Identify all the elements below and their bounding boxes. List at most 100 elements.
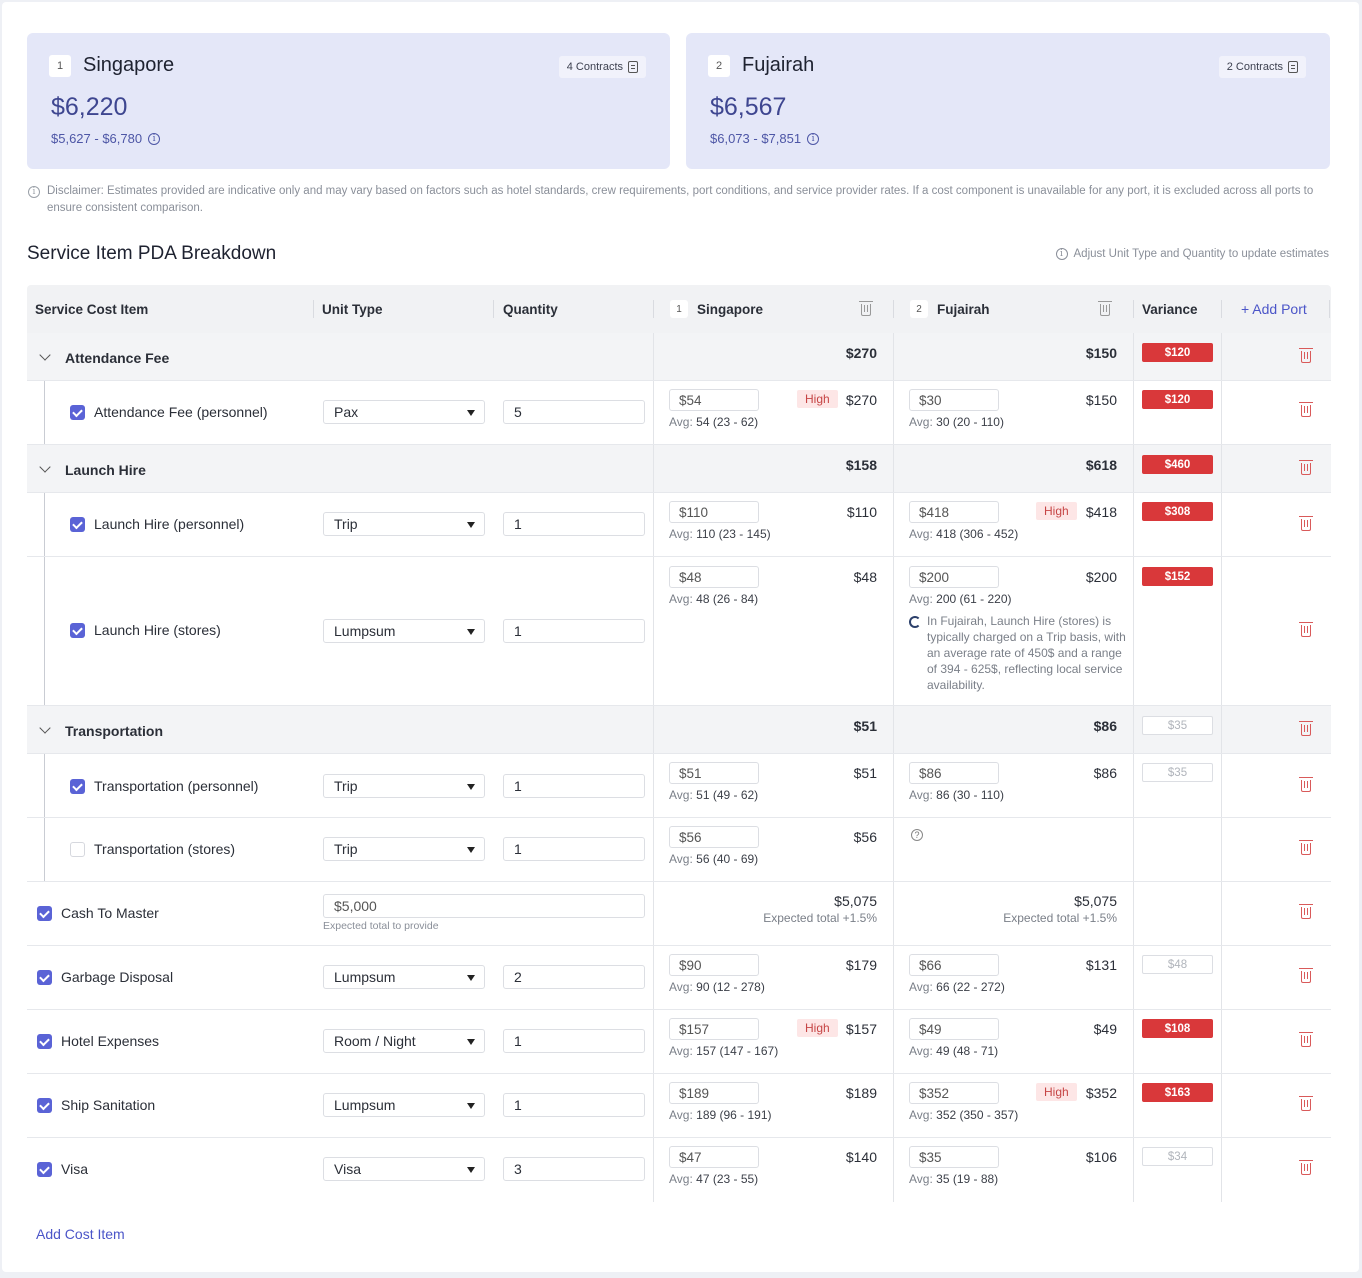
quantity-input[interactable]: 1 [503,619,645,643]
chevron-down-icon[interactable] [39,461,51,473]
trash-icon[interactable] [1299,348,1313,363]
trash-icon[interactable] [1299,460,1313,475]
group-row-launch-hire[interactable]: Launch Hire $158 $618 $460 [27,445,1331,493]
trash-icon[interactable] [1299,968,1313,983]
rate-input[interactable]: $352 [909,1082,999,1104]
chevron-down-icon[interactable] [39,349,51,361]
quantity-input[interactable]: 1 [503,1029,645,1053]
port-index: 2 [910,300,928,318]
table-row: Ship Sanitation Lumpsum 1 $189 Avg: 189 … [27,1074,1331,1138]
item-checkbox[interactable] [37,1098,52,1113]
info-icon[interactable]: i [807,132,820,145]
avg-prefix: Avg: [909,592,933,606]
remove-port-trash-icon[interactable] [859,301,873,316]
port-card-singapore[interactable]: 1 Singapore 4 Contracts $6,220 $5,627 - … [27,33,670,169]
amount: $110 [846,504,877,520]
rate-input[interactable]: $49 [909,1018,999,1040]
rate-input[interactable]: $51 [669,762,759,784]
rate-input[interactable]: $200 [909,566,999,588]
quantity-input[interactable]: 1 [503,1093,645,1117]
group-row-attendance-fee[interactable]: Attendance Fee $270 $150 $120 [27,333,1331,381]
question-icon[interactable]: ? [911,829,923,841]
unit-type-select[interactable]: Trip [323,512,485,536]
trash-icon[interactable] [1299,1096,1313,1111]
contracts-badge[interactable]: 2 Contracts [1218,56,1306,78]
quantity-input[interactable]: 2 [503,965,645,989]
trash-icon[interactable] [1299,622,1313,637]
rate-input[interactable]: $66 [909,954,999,976]
trash-icon[interactable] [1299,904,1313,919]
item-checkbox[interactable] [37,906,52,921]
quantity-input[interactable]: 3 [503,1157,645,1181]
trash-icon[interactable] [1299,516,1313,531]
item-checkbox[interactable] [70,623,85,638]
avg-label: Avg: 189 (96 - 191) [669,1108,772,1122]
item-checkbox[interactable] [37,1162,52,1177]
trash-icon[interactable] [1299,777,1313,792]
rate-input[interactable]: $47 [669,1146,759,1168]
rate-input[interactable]: $35 [909,1146,999,1168]
avg-prefix: Avg: [909,415,933,429]
trash-icon[interactable] [1299,721,1313,736]
rate-input[interactable]: $56 [669,826,759,848]
item-checkbox[interactable] [70,517,85,532]
port-price-range: $5,627 - $6,780 i [51,131,161,146]
item-checkbox[interactable] [70,405,85,420]
unit-type-select[interactable]: Trip [323,837,485,861]
unit-type-select[interactable]: Room / Night [323,1029,485,1053]
quantity-input[interactable]: 5 [503,400,645,424]
table-row: Launch Hire (personnel) Trip 1 $110 Avg:… [27,493,1331,557]
contracts-badge[interactable]: 4 Contracts [558,56,646,78]
unit-type-select[interactable]: Pax [323,400,485,424]
col-quantity: Quantity [503,301,558,317]
group-row-transportation[interactable]: Transportation $51 $86 $35 [27,706,1331,754]
trash-icon[interactable] [1299,1160,1313,1175]
rate-input[interactable]: $86 [909,762,999,784]
rate-input[interactable]: $90 [669,954,759,976]
remove-port-trash-icon[interactable] [1098,301,1112,316]
quantity-input[interactable]: 1 [503,774,645,798]
trash-icon[interactable] [1299,840,1313,855]
rate-input[interactable]: $189 [669,1082,759,1104]
rate-input[interactable]: $48 [669,566,759,588]
rate-input[interactable]: $30 [909,389,999,411]
trash-icon[interactable] [1299,402,1313,417]
amount: $51 [853,765,877,781]
table-row: Garbage Disposal Lumpsum 2 $90 Avg: 90 (… [27,946,1331,1010]
port-card-fujairah[interactable]: 2 Fujairah 2 Contracts $6,567 $6,073 - $… [686,33,1330,169]
unit-type-select[interactable]: Lumpsum [323,1093,485,1117]
amount: $418 [1085,504,1117,520]
avg-value: 90 (12 - 278) [696,980,765,994]
quantity-input[interactable]: 1 [503,512,645,536]
group-title: Launch Hire [65,462,146,478]
chevron-down-icon[interactable] [39,722,51,734]
price-range-text: $6,073 - $7,851 [710,131,802,146]
trash-icon[interactable] [1299,1032,1313,1047]
item-checkbox[interactable] [70,842,85,857]
avg-prefix: Avg: [669,788,693,802]
add-cost-item-link[interactable]: Add Cost Item [36,1226,125,1242]
item-checkbox[interactable] [70,779,85,794]
avg-label: Avg: 66 (22 - 272) [909,980,1005,994]
variance-badge: $120 [1142,390,1213,409]
rate-input[interactable]: $418 [909,501,999,523]
expected-note: Expected total +1.5% [763,911,877,925]
quantity-input[interactable]: 1 [503,837,645,861]
avg-prefix: Avg: [669,527,693,541]
unit-type-select[interactable]: Lumpsum [323,965,485,989]
unit-type-select[interactable]: Lumpsum [323,619,485,643]
item-checkbox[interactable] [37,1034,52,1049]
rate-input[interactable]: $110 [669,501,759,523]
unit-type-select[interactable]: Trip [323,774,485,798]
cash-amount-input[interactable]: $5,000 [323,894,645,918]
info-icon[interactable]: i [148,132,161,145]
item-name: Launch Hire (stores) [94,622,221,638]
item-checkbox[interactable] [37,970,52,985]
rate-input[interactable]: $54 [669,389,759,411]
unit-type-value: Room / Night [334,1033,416,1049]
group-total-port2: $618 [1085,457,1117,473]
rate-input[interactable]: $157 [669,1018,759,1040]
unit-type-select[interactable]: Visa [323,1157,485,1181]
add-port-button[interactable]: + Add Port [1241,301,1307,317]
